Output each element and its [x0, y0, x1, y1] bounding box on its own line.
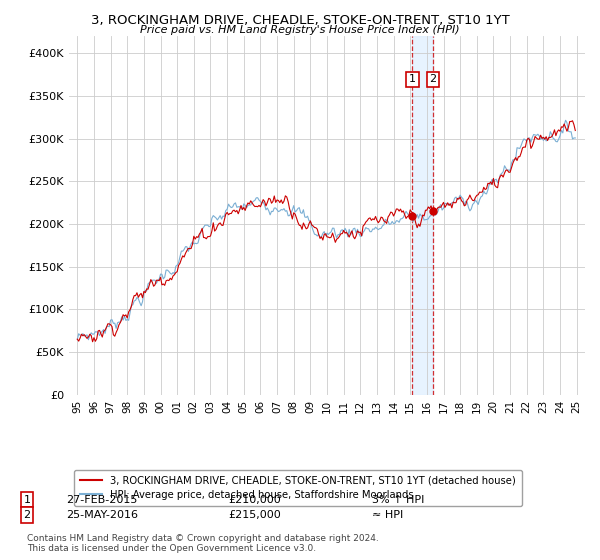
Text: 27-FEB-2015: 27-FEB-2015: [66, 494, 137, 505]
Text: 2: 2: [430, 74, 437, 85]
Text: 25-MAY-2016: 25-MAY-2016: [66, 510, 138, 520]
Text: 1: 1: [409, 74, 416, 85]
Text: ≈ HPI: ≈ HPI: [372, 510, 403, 520]
Text: Contains HM Land Registry data © Crown copyright and database right 2024.
This d: Contains HM Land Registry data © Crown c…: [27, 534, 379, 553]
Text: £210,000: £210,000: [228, 494, 281, 505]
Text: 1: 1: [23, 494, 31, 505]
Text: 3, ROCKINGHAM DRIVE, CHEADLE, STOKE-ON-TRENT, ST10 1YT: 3, ROCKINGHAM DRIVE, CHEADLE, STOKE-ON-T…: [91, 14, 509, 27]
Legend: 3, ROCKINGHAM DRIVE, CHEADLE, STOKE-ON-TRENT, ST10 1YT (detached house), HPI: Av: 3, ROCKINGHAM DRIVE, CHEADLE, STOKE-ON-T…: [74, 470, 522, 506]
Text: Price paid vs. HM Land Registry's House Price Index (HPI): Price paid vs. HM Land Registry's House …: [140, 25, 460, 35]
Text: 3% ↑ HPI: 3% ↑ HPI: [372, 494, 424, 505]
Bar: [412, 36, 433, 395]
Text: £215,000: £215,000: [228, 510, 281, 520]
Text: 2: 2: [23, 510, 31, 520]
